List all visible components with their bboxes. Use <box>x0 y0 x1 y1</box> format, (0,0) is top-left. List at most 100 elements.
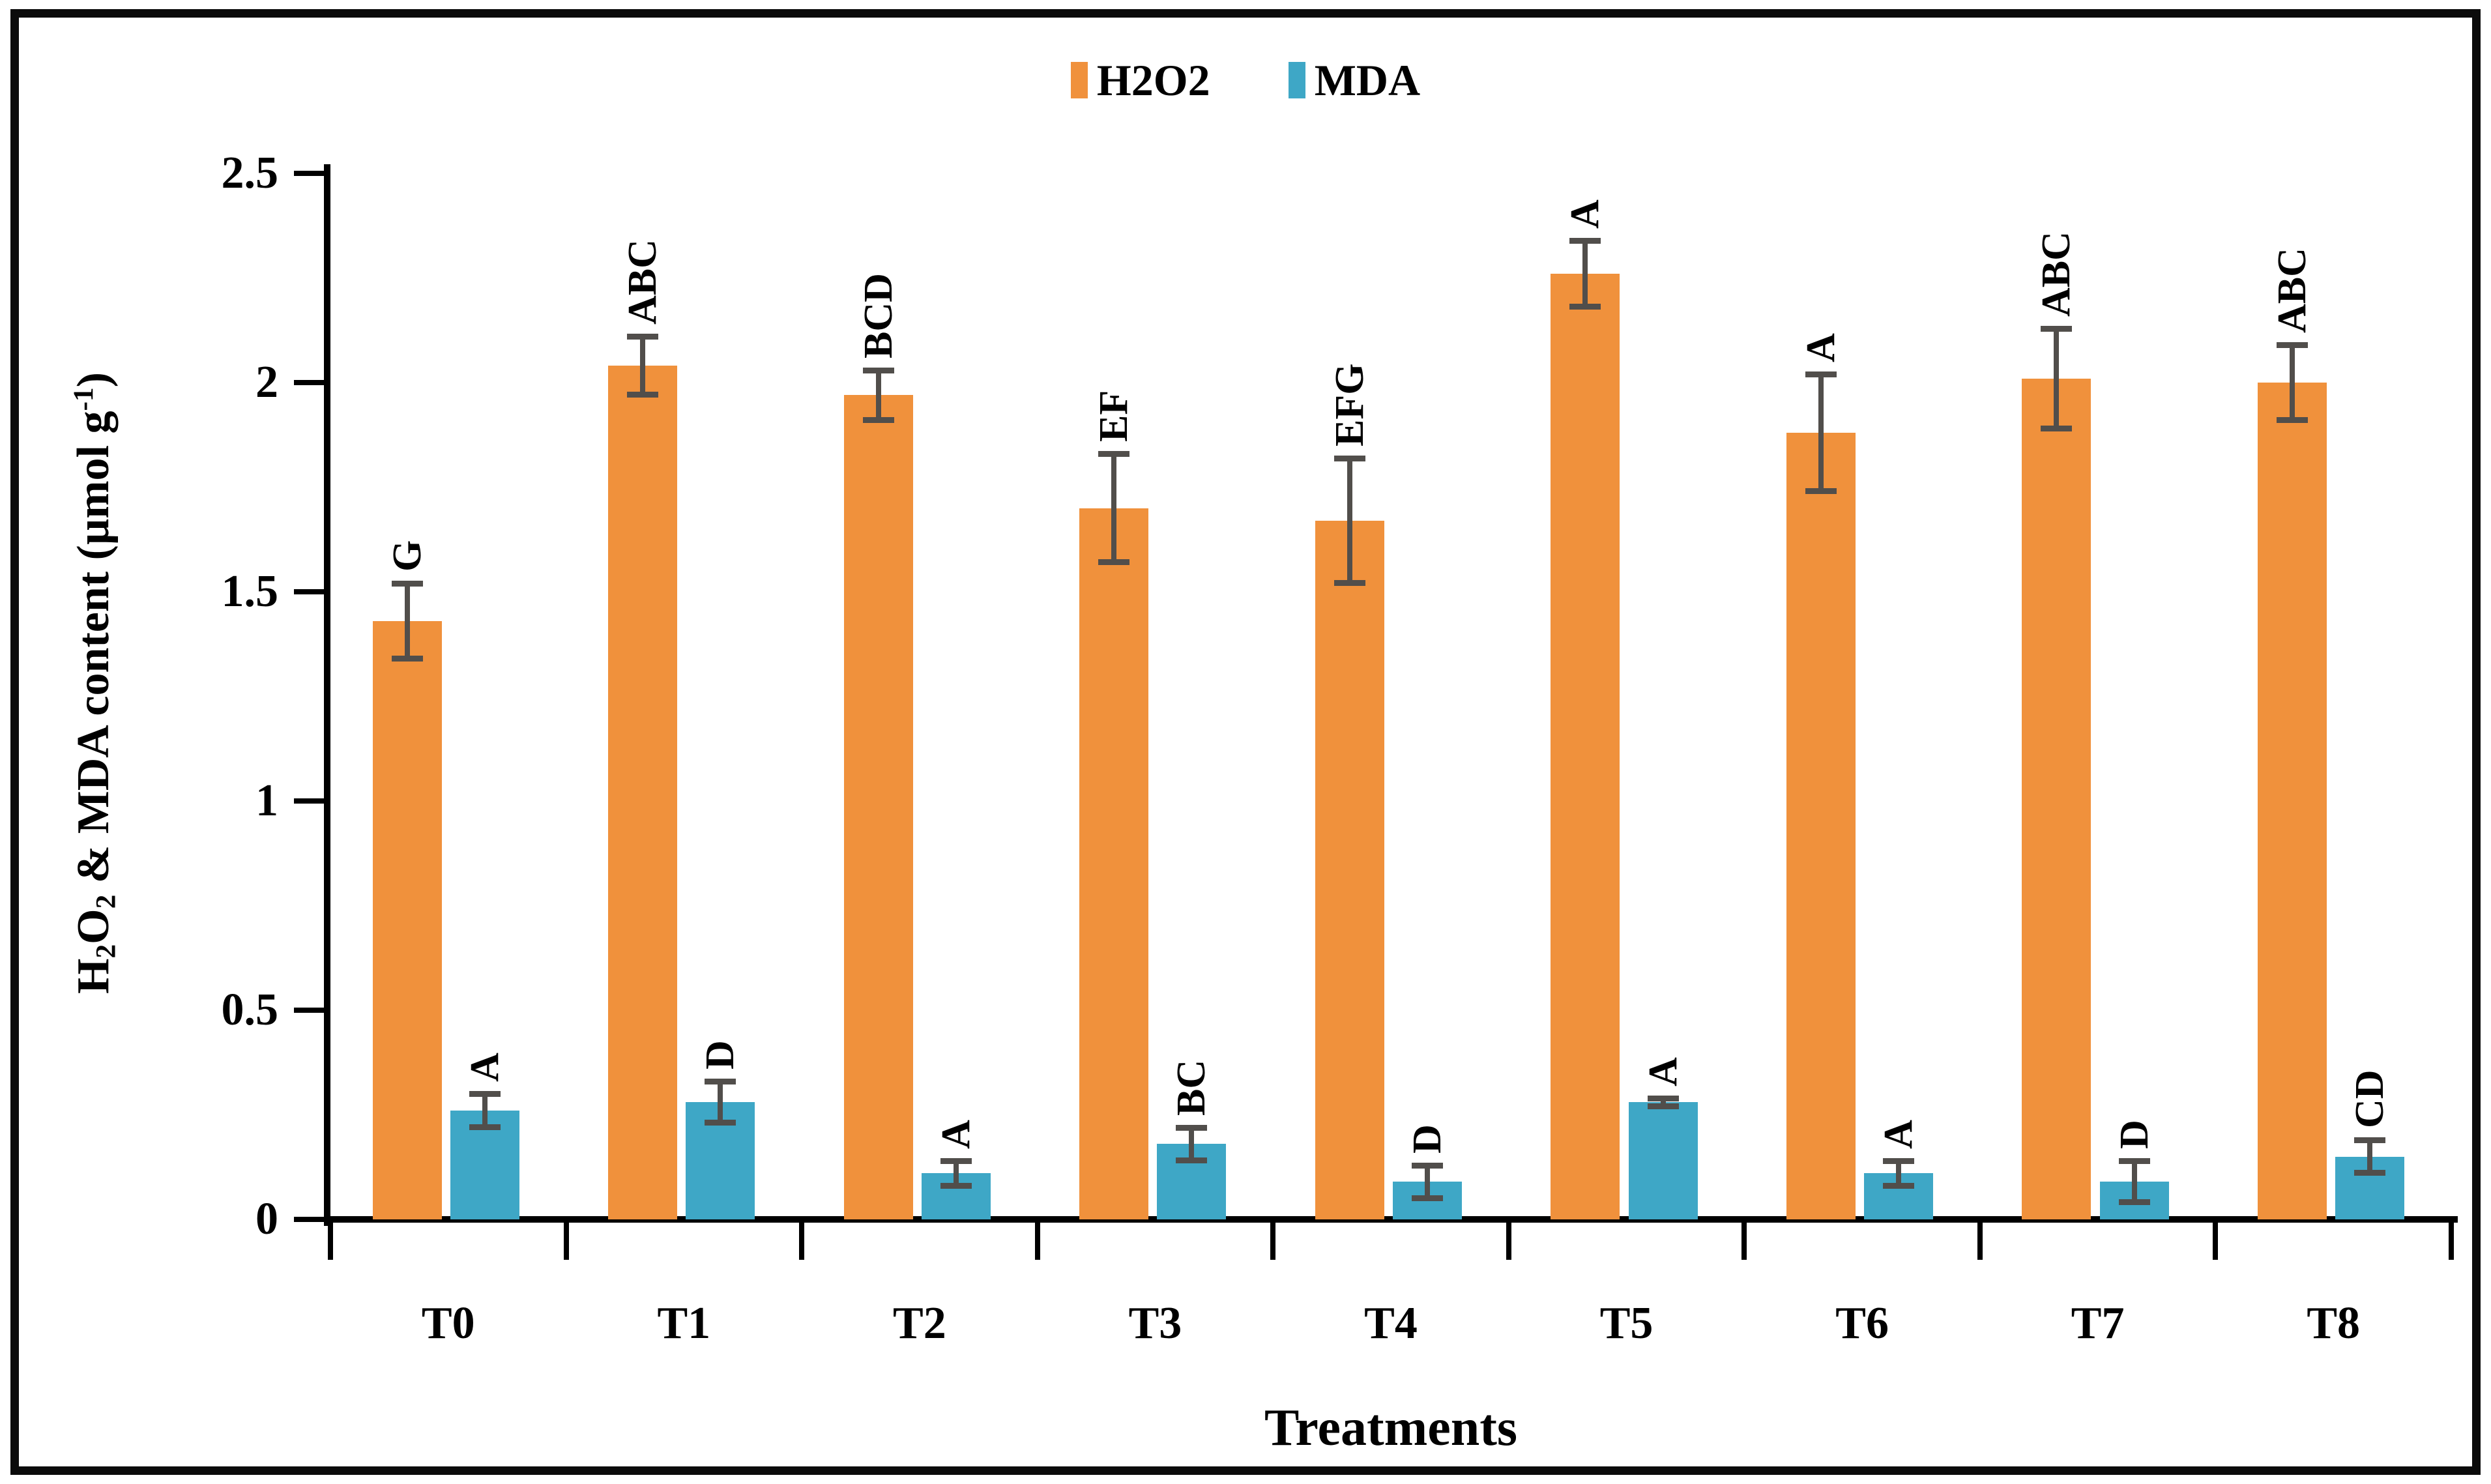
error-cap-bottom-mda-T3 <box>1176 1157 1208 1164</box>
x-category-label-T6: T6 <box>1835 1298 1889 1348</box>
error-cap-bottom-mda-T2 <box>940 1182 972 1189</box>
y-tick-0.5 <box>294 1008 324 1013</box>
error-bar-mda-T4 <box>1425 1165 1431 1199</box>
y-axis-title: H2O2 & MDA content (µmol g-1) <box>68 372 122 994</box>
sig-letter-mda-T6: A <box>1876 1120 1921 1150</box>
error-cap-bottom-h2o2-T3 <box>1098 559 1130 566</box>
error-cap-top-mda-T8 <box>2354 1137 2386 1144</box>
bar-h2o2-T2 <box>843 395 913 1219</box>
x-tick-4 <box>1270 1219 1276 1260</box>
error-bar-mda-T0 <box>482 1094 488 1128</box>
y-tick-1 <box>294 798 324 804</box>
error-cap-bottom-h2o2-T1 <box>627 392 659 398</box>
x-tick-5 <box>1506 1219 1511 1260</box>
error-cap-top-h2o2-T3 <box>1098 451 1130 458</box>
bar-h2o2-T6 <box>1786 433 1856 1219</box>
error-cap-bottom-h2o2-T6 <box>1805 487 1837 494</box>
y-tick-label-1: 1 <box>255 776 278 826</box>
legend-item-h2o2: H2O2 <box>1070 58 1210 102</box>
error-bar-h2o2-T1 <box>640 336 646 396</box>
error-cap-bottom-mda-T4 <box>1412 1195 1444 1201</box>
sig-letter-h2o2-T0: G <box>385 540 430 572</box>
error-cap-top-h2o2-T0 <box>391 581 423 587</box>
figure-frame: H2O2 MDA H2O2 & MDA content (µmol g-1) 0… <box>10 9 2481 1475</box>
error-cap-top-mda-T3 <box>1176 1124 1208 1131</box>
x-category-label-T2: T2 <box>893 1298 946 1348</box>
sig-letter-h2o2-T8: ABC <box>2269 248 2314 334</box>
sig-letter-mda-T1: D <box>698 1040 743 1070</box>
x-category-label-T0: T0 <box>421 1298 475 1348</box>
error-cap-bottom-h2o2-T8 <box>2276 416 2308 423</box>
error-bar-mda-T2 <box>953 1161 959 1186</box>
sig-letter-h2o2-T7: ABC <box>2034 231 2079 317</box>
legend-label-mda: MDA <box>1314 55 1421 105</box>
sig-letter-h2o2-T3: EF <box>1092 390 1137 443</box>
bar-chart: H2O2 MDA H2O2 & MDA content (µmol g-1) 0… <box>19 18 2472 1466</box>
error-cap-bottom-h2o2-T0 <box>391 655 423 662</box>
sig-letter-mda-T5: A <box>1640 1057 1685 1086</box>
sig-letter-mda-T8: CD <box>2348 1069 2393 1129</box>
error-bar-h2o2-T8 <box>2289 345 2295 420</box>
error-bar-mda-T1 <box>718 1081 723 1124</box>
error-cap-bottom-mda-T1 <box>705 1120 736 1126</box>
x-category-label-T8: T8 <box>2307 1298 2361 1348</box>
error-bar-mda-T5 <box>1660 1098 1666 1107</box>
error-cap-top-mda-T4 <box>1412 1162 1444 1169</box>
y-tick-label-2.5: 2.5 <box>221 148 279 198</box>
bar-mda-T5 <box>1628 1102 1698 1219</box>
legend-swatch-mda <box>1288 62 1305 98</box>
bar-h2o2-T8 <box>2257 383 2327 1219</box>
x-category-label-T4: T4 <box>1364 1298 1418 1348</box>
error-bar-h2o2-T6 <box>1818 374 1824 491</box>
y-tick-2 <box>294 380 324 385</box>
bar-h2o2-T3 <box>1079 508 1149 1219</box>
error-cap-bottom-mda-T0 <box>469 1124 501 1130</box>
x-tick-7 <box>1977 1219 1983 1260</box>
bar-h2o2-T0 <box>372 620 442 1219</box>
error-cap-top-h2o2-T6 <box>1805 371 1837 378</box>
error-bar-mda-T6 <box>1896 1161 1902 1186</box>
y-tick-2.5 <box>294 171 324 176</box>
error-cap-top-mda-T6 <box>1883 1158 1915 1165</box>
error-cap-bottom-h2o2-T4 <box>1333 580 1365 587</box>
error-cap-top-mda-T7 <box>2118 1158 2150 1165</box>
error-cap-bottom-h2o2-T5 <box>1569 304 1601 310</box>
x-tick-2 <box>799 1219 805 1260</box>
error-cap-top-mda-T0 <box>469 1091 501 1098</box>
error-bar-h2o2-T2 <box>875 370 881 420</box>
error-bar-h2o2-T5 <box>1582 240 1588 308</box>
x-tick-3 <box>1034 1219 1040 1260</box>
error-cap-top-mda-T5 <box>1647 1095 1679 1101</box>
x-tick-1 <box>563 1219 569 1260</box>
error-cap-top-h2o2-T7 <box>2041 325 2073 332</box>
sig-letter-mda-T2: A <box>933 1120 978 1150</box>
x-tick-8 <box>2213 1219 2219 1260</box>
y-tick-1.5 <box>294 589 324 594</box>
y-tick-label-0: 0 <box>255 1194 278 1244</box>
x-axis-line <box>324 1216 2458 1223</box>
x-category-label-T1: T1 <box>657 1298 711 1348</box>
legend-swatch-h2o2 <box>1070 62 1088 98</box>
y-tick-label-2: 2 <box>255 357 278 407</box>
error-cap-bottom-mda-T8 <box>2354 1170 2386 1176</box>
sig-letter-mda-T0: A <box>462 1053 507 1083</box>
sig-letter-h2o2-T4: EFG <box>1327 363 1372 446</box>
sig-letter-h2o2-T2: BCD <box>856 272 901 358</box>
error-cap-bottom-h2o2-T7 <box>2041 425 2073 431</box>
legend-item-mda: MDA <box>1288 55 1421 105</box>
error-cap-top-h2o2-T5 <box>1569 237 1601 244</box>
error-cap-bottom-h2o2-T2 <box>862 416 894 423</box>
error-bar-h2o2-T0 <box>404 583 410 659</box>
error-cap-bottom-mda-T6 <box>1883 1182 1915 1189</box>
y-tick-label-1.5: 1.5 <box>221 566 279 617</box>
error-cap-top-h2o2-T8 <box>2276 342 2308 349</box>
error-bar-mda-T3 <box>1189 1127 1195 1161</box>
bar-h2o2-T7 <box>2022 378 2091 1219</box>
error-cap-top-h2o2-T1 <box>627 334 659 340</box>
error-bar-h2o2-T7 <box>2054 328 2060 429</box>
error-cap-top-mda-T2 <box>940 1158 972 1165</box>
x-category-label-T5: T5 <box>1599 1298 1653 1348</box>
sig-letter-mda-T7: D <box>2112 1120 2157 1150</box>
y-tick-label-0.5: 0.5 <box>221 985 279 1035</box>
sig-letter-mda-T4: D <box>1405 1124 1450 1154</box>
